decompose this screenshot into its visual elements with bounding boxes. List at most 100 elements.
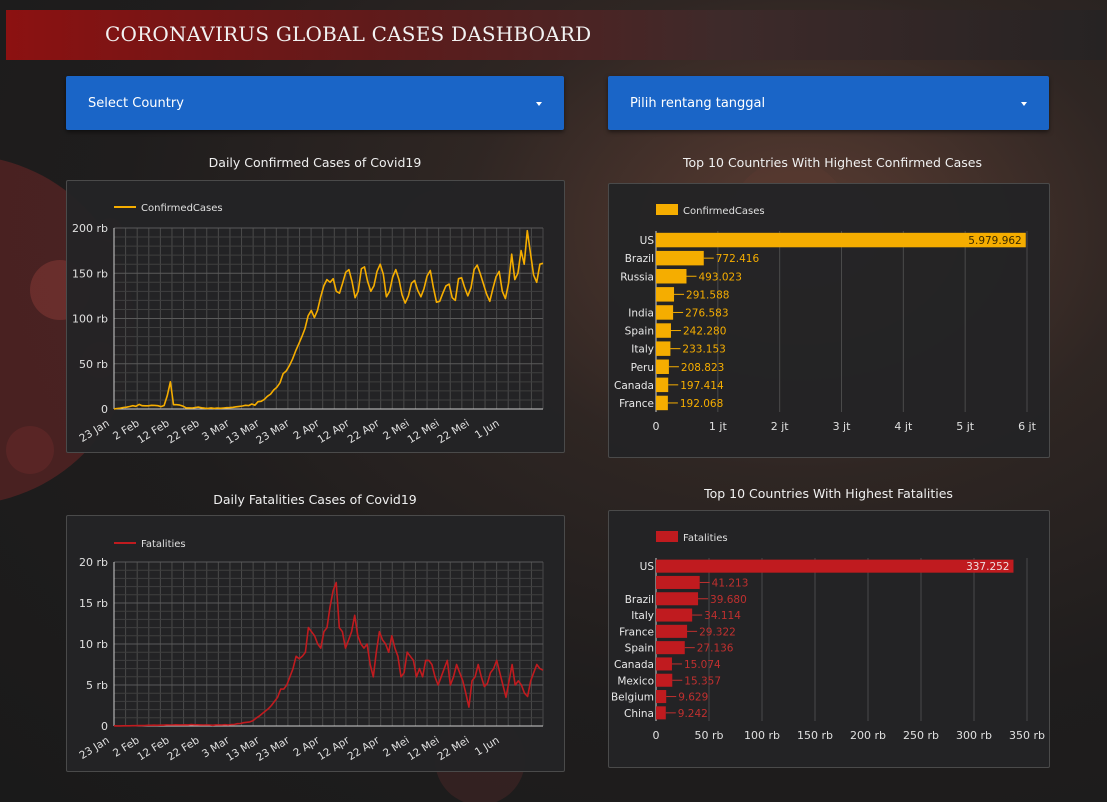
series-line-confirmedcases — [113, 229, 544, 410]
category-label: Spain — [625, 326, 654, 338]
x-tick-label: 50 rb — [695, 729, 724, 742]
data-label: 291.588 — [686, 289, 729, 301]
category-label: Brazil — [625, 594, 654, 606]
bar — [656, 359, 669, 374]
top-fatalities-title: Top 10 Countries With Highest Fatalities — [704, 486, 953, 501]
top-fatalities-panel: Fatalities 0 50 rb 100 rb 150 rb 200 rb 250 rb… — [608, 510, 1050, 768]
y-tick-label: 10 rb — [79, 638, 108, 651]
date-range-label: Pilih rentang tanggal — [630, 96, 766, 111]
category-label: Spain — [625, 643, 654, 655]
category-label: France — [619, 398, 654, 410]
x-tick-label: 22 Mei — [435, 417, 471, 446]
data-label: 29.322 — [699, 626, 736, 638]
category-label: Peru — [631, 362, 654, 374]
x-tick-label: 350 rb — [1009, 729, 1045, 742]
series-line-fatalities — [113, 581, 544, 727]
legend-label: Fatalities — [141, 539, 186, 550]
x-tick-label: 1 jt — [709, 420, 728, 433]
bar — [656, 657, 672, 671]
category-label: France — [619, 626, 654, 638]
x-tick-label: 23 Mar — [254, 417, 292, 447]
y-tick-label: 20 rb — [79, 556, 108, 569]
header-banner — [6, 10, 1106, 60]
bar — [656, 377, 669, 393]
x-tick-label: 22 Apr — [346, 734, 383, 763]
x-tick-label: 0 — [653, 729, 660, 742]
x-tick-label: 12 Mei — [405, 734, 441, 763]
bar — [656, 690, 667, 704]
x-tick-label: 12 Feb — [135, 417, 172, 446]
data-label: 337.252 — [966, 561, 1009, 573]
dashboard-title: CORONAVIRUS GLOBAL CASES DASHBOARD — [105, 22, 592, 46]
top-confirmed-panel: ConfirmedCases 0 1 jt 2 jt 3 jt 4 jt 5 jt 6 jt U… — [608, 183, 1050, 458]
data-label: 208.823 — [681, 362, 724, 374]
category-label: Mexico — [617, 675, 654, 687]
y-tick-label: 0 — [101, 403, 108, 416]
x-tick-label: 2 jt — [771, 420, 790, 433]
category-label: Belgium — [611, 692, 654, 704]
category-label: Russia — [620, 271, 654, 283]
bar — [656, 673, 673, 687]
legend-label: ConfirmedCases — [141, 203, 223, 214]
daily-confirmed-panel: ConfirmedCases 0 50 rb 100 rb 150 rb 200 rb 23… — [66, 180, 565, 453]
x-tick-label: 1 Jun — [473, 417, 502, 441]
bar — [656, 624, 688, 638]
bar — [656, 706, 666, 720]
x-tick-label: 150 rb — [797, 729, 833, 742]
bar — [656, 250, 704, 266]
x-tick-label: 250 rb — [903, 729, 939, 742]
x-tick-label: 22 Apr — [346, 417, 383, 446]
data-label: 15.074 — [684, 659, 721, 671]
x-tick-label: 23 Jan — [77, 417, 111, 445]
y-tick-label: 15 rb — [79, 597, 108, 610]
category-label: India — [628, 307, 654, 319]
bar — [656, 608, 693, 622]
legend-label: Fatalities — [683, 533, 728, 544]
bar — [656, 592, 699, 606]
x-tick-label: 4 jt — [894, 420, 913, 433]
y-tick-label: 50 rb — [79, 358, 108, 371]
legend-label: ConfirmedCases — [683, 206, 765, 217]
x-tick-label: 0 — [653, 420, 660, 433]
daily-confirmed-line-chart: ConfirmedCases 0 50 rb 100 rb 150 rb 200 rb 23… — [72, 203, 544, 447]
category-label: US — [640, 235, 655, 247]
x-tick-label: 3 jt — [833, 420, 852, 433]
y-tick-label: 150 rb — [72, 267, 108, 280]
bar — [656, 641, 685, 655]
data-label: 197.414 — [680, 380, 724, 392]
top-confirmed-title: Top 10 Countries With Highest Confirmed … — [683, 155, 982, 170]
bar — [656, 287, 675, 302]
bar — [656, 575, 700, 589]
data-label: 15.357 — [684, 675, 721, 687]
date-range-dropdown[interactable]: Pilih rentang tanggal — [608, 76, 1049, 130]
y-tick-label: 5 rb — [86, 679, 108, 692]
data-label: 192.068 — [680, 398, 723, 410]
category-label: Italy — [631, 610, 654, 622]
category-label: Canada — [614, 380, 654, 392]
top-fatalities-bar-chart: Fatalities 0 50 rb 100 rb 150 rb 200 rb 250 rb… — [611, 531, 1045, 742]
x-tick-label: 13 Mar — [224, 734, 262, 764]
x-tick-label: 6 jt — [1018, 420, 1037, 433]
chevron-down-icon — [536, 102, 542, 106]
country-select-dropdown[interactable]: Select Country — [66, 76, 564, 130]
top-confirmed-bar-chart: ConfirmedCases 0 1 jt 2 jt 3 jt 4 jt 5 jt 6 jt U… — [614, 204, 1037, 433]
bar — [656, 269, 687, 284]
data-label: 772.416 — [716, 253, 760, 265]
daily-fatalities-panel: Fatalities 0 5 rb 10 rb 15 rb 20 rb 23 Jan 2 Fe… — [66, 515, 565, 772]
x-tick-label: 12 Apr — [316, 734, 353, 763]
data-label: 493.023 — [698, 271, 741, 283]
legend-swatch — [656, 204, 678, 215]
category-label: US — [640, 561, 655, 573]
x-tick-label: 23 Mar — [254, 734, 292, 764]
x-tick-label: 300 rb — [956, 729, 992, 742]
x-tick-label: 23 Jan — [77, 734, 111, 762]
x-tick-label: 12 Apr — [316, 417, 353, 446]
category-label: Brazil — [625, 253, 654, 265]
data-label: 9.242 — [678, 708, 708, 720]
bar — [656, 395, 668, 411]
bar — [656, 323, 671, 338]
x-tick-label: 12 Mei — [405, 417, 441, 446]
daily-fatalities-title: Daily Fatalities Cases of Covid19 — [213, 492, 417, 507]
data-label: 27.136 — [697, 643, 734, 655]
